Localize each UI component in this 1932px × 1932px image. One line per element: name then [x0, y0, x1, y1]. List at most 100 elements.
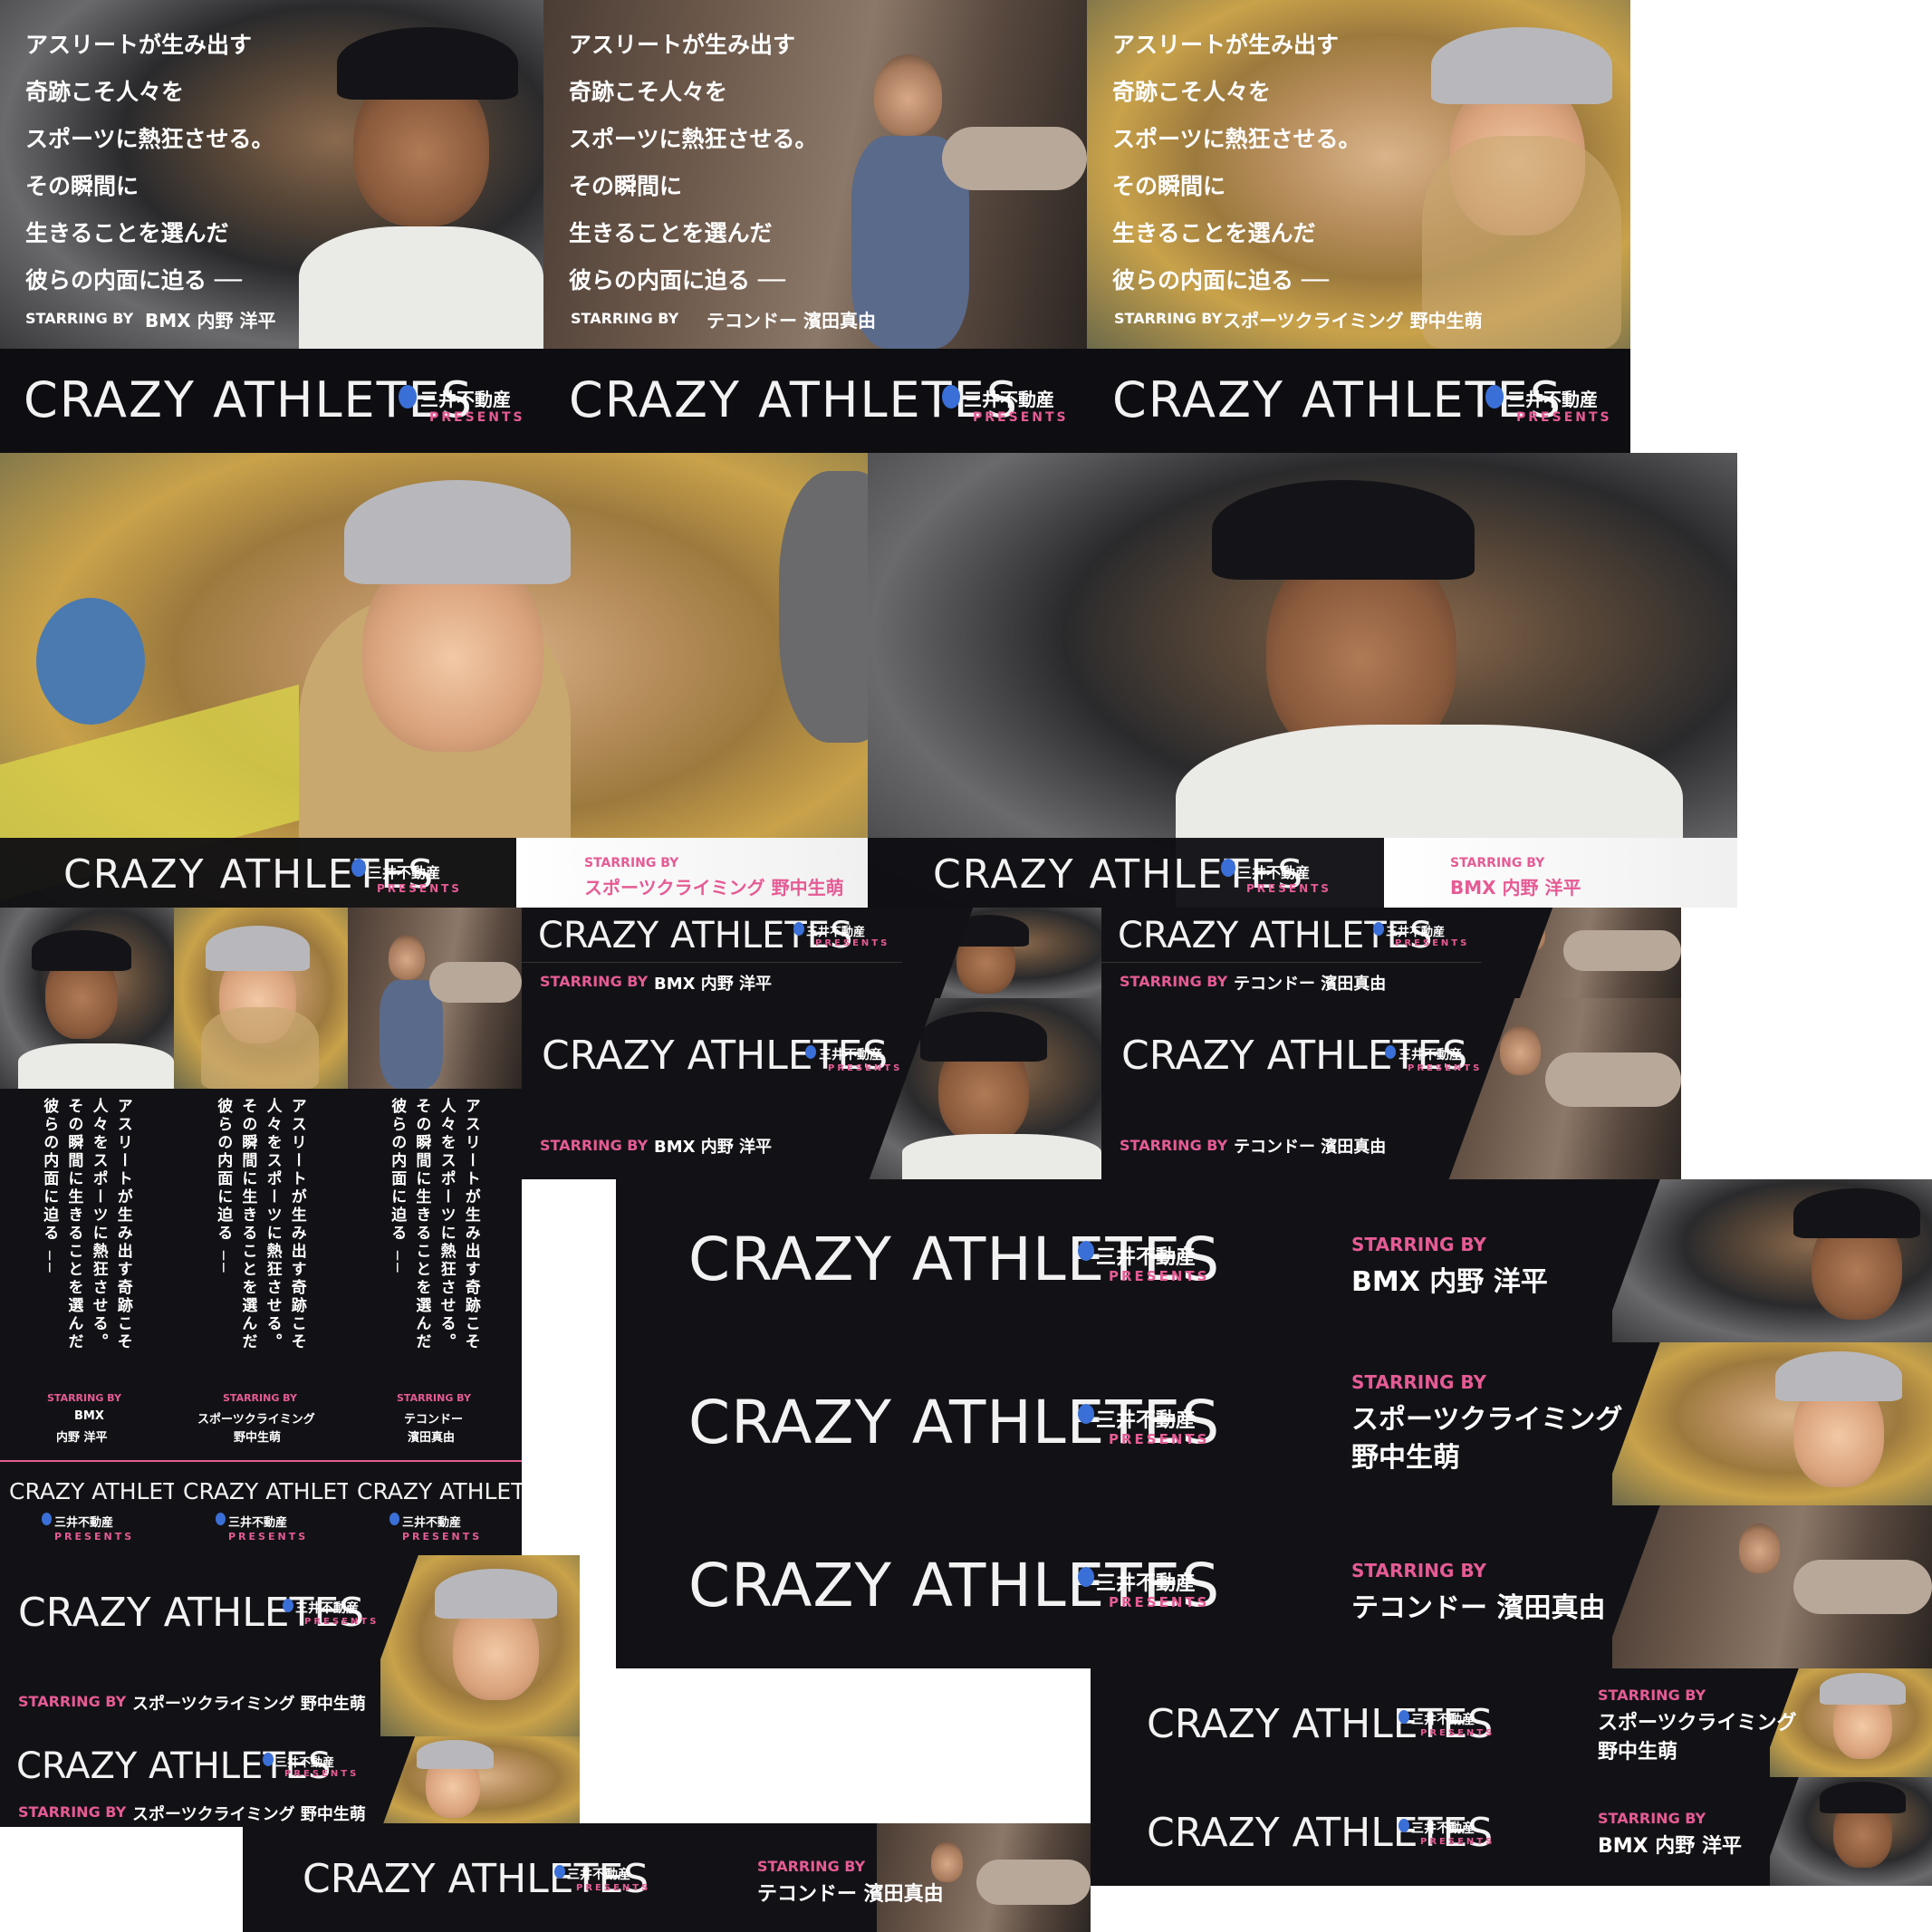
sponsor-name: 三井不動産 [420, 389, 511, 410]
square-banner-tkd[interactable]: アスリートが生み出す 奇跡こそ人々を スポーツに熱狂させる。 その瞬間に 生きる… [543, 0, 1087, 453]
sponsor-mark-icon [1078, 1404, 1094, 1424]
sponsor-name: 三井不動産 [819, 1048, 882, 1062]
sponsor-name: 三井不動産 [228, 1516, 288, 1530]
mid-banner-tkd[interactable]: CRAZY ATHLETES 三井不動産 PRESENTS STARRING B… [1101, 998, 1681, 1179]
small-banner-tkd-1[interactable]: CRAZY ATHLETES 三井不動産 PRESENTS STARRING B… [1101, 908, 1681, 998]
athlete-name: 野中生萌 [234, 1431, 282, 1445]
sponsor-name: 三井不動産 [275, 1756, 335, 1770]
logo-crazy-athletes: CRAZY ATHLETES [1147, 1701, 1494, 1747]
copy-line-4: その瞬間に [1112, 173, 1226, 199]
logo-band [543, 349, 1087, 453]
wide-banner-climb[interactable]: CRAZY ATHLETES 三井不動産 PRESENTS STARRING B… [0, 453, 868, 908]
sponsor-name: 三井不動産 [1386, 926, 1446, 939]
tall-banner-bmx[interactable]: アスリートが生み出す奇跡こそ 人々をスポーツに熱狂させる。 その瞬間に生きること… [0, 908, 174, 1555]
cap [1775, 1351, 1902, 1401]
tall-banner-climb[interactable]: アスリートが生み出す奇跡こそ 人々をスポーツに熱狂させる。 その瞬間に生きること… [174, 908, 348, 1555]
sponsor-mark-icon [793, 922, 804, 936]
presents-label: PRESENTS [228, 1531, 309, 1543]
logo-crazy-athletes: CRAZY ATHLETES [688, 1388, 1221, 1457]
cap [417, 1740, 494, 1769]
sponsor-name: 三井不動産 [1399, 1048, 1462, 1062]
mid-banner-bmx[interactable]: CRAZY ATHLETES 三井不動産 PRESENTS STARRING B… [522, 998, 1101, 1179]
athlete-name: 野中生萌 [1598, 1741, 1678, 1764]
logo-crazy-athletes: CRAZY ATHLETES [1147, 1810, 1494, 1856]
athlete-leg [942, 127, 1087, 190]
presents-label: PRESENTS [828, 1063, 903, 1073]
cap [337, 27, 518, 100]
climbing-hold [779, 471, 868, 743]
wide-banner-bmx[interactable]: CRAZY ATHLETES 三井不動産 PRESENTS STARRING B… [868, 453, 1737, 908]
starring-label: STARRING BY [540, 1137, 649, 1154]
athlete-photo-climb [380, 1555, 580, 1736]
starring-label: STARRING BY [1351, 1371, 1486, 1393]
logo-crazy-athletes: CRAZY ATHLETES [933, 851, 1305, 898]
hair [201, 1007, 319, 1089]
copy-line-4: その瞬間に [25, 173, 139, 199]
athlete-leg [976, 1860, 1091, 1905]
starring-label: STARRING BY [18, 1803, 127, 1821]
athlete-photo-bmx [0, 908, 174, 1089]
starring-label: STARRING BY [757, 1858, 866, 1875]
sponsor-name: 三井不動産 [54, 1516, 114, 1530]
logo-crazy-athletes: CRAZY ATHLETES [538, 915, 853, 956]
tall-banner-tkd[interactable]: アスリートが生み出す奇跡こそ 人々をスポーツに熱狂させる。 その瞬間に生きること… [348, 908, 522, 1555]
sponsor-name: 三井不動産 [567, 1868, 630, 1882]
copy-line-2: 奇跡こそ人々を [25, 79, 185, 105]
athlete-photo-tkd [1612, 1505, 1932, 1668]
sponsor-name: 三井不動産 [402, 1516, 462, 1530]
athlete-name: BMX 内野 洋平 [1351, 1266, 1548, 1298]
leaderboard-climb[interactable]: CRAZY ATHLETES 三井不動産 PRESENTS STARRING B… [616, 1342, 1932, 1505]
starring-label: STARRING BY [18, 1693, 127, 1710]
logo-crazy-athletes: CRAZY ATHLETES [183, 1478, 348, 1504]
starring-label: STARRING BY [1120, 1137, 1228, 1154]
divider [522, 962, 902, 963]
sponsor-mark-icon [805, 1045, 816, 1059]
copy-line-1: アスリートが生み出す [25, 32, 253, 58]
sponsor-mark-icon [263, 1753, 274, 1766]
presents-label: PRESENTS [1109, 1594, 1210, 1610]
presents-label: PRESENTS [815, 938, 890, 948]
athlete-name: テコンドー 濱田真由 [706, 310, 876, 332]
presents-label: PRESENTS [429, 410, 525, 425]
copy-line-2: 奇跡こそ人々を [569, 79, 728, 105]
copy-col-4: 彼らの内面に迫る ── [214, 1098, 233, 1275]
divider [174, 1460, 348, 1462]
small-banner-tkd-2[interactable]: CRAZY ATHLETES 三井不動産 PRESENTS STARRING B… [243, 1823, 1091, 1932]
small-banner-climb-1[interactable]: CRAZY ATHLETES 三井不動産 PRESENTS STARRING B… [0, 1555, 580, 1736]
athlete-photo-bmx [1770, 1777, 1932, 1886]
presents-label: PRESENTS [1516, 410, 1612, 425]
name-band [516, 838, 868, 908]
sponsor-name: 三井不動産 [1237, 864, 1311, 881]
starring-label: STARRING BY [1598, 1810, 1706, 1827]
square-banner-bmx[interactable]: アスリートが生み出す 奇跡こそ人々を スポーツに熱狂させる。 その瞬間に 生きる… [0, 0, 543, 453]
leaderboard-tkd[interactable]: CRAZY ATHLETES 三井不動産 PRESENTS STARRING B… [616, 1505, 1932, 1668]
athlete-photo-tkd [543, 0, 1087, 349]
athlete-body [380, 980, 443, 1089]
small-banner-climb-3[interactable]: CRAZY ATHLETES 三井不動産 PRESENTS STARRING B… [1091, 1668, 1932, 1777]
sponsor-name: 三井不動産 [1096, 1246, 1197, 1269]
cap [1820, 1673, 1906, 1705]
copy-line-3: スポーツに熱狂させる。 [569, 126, 818, 152]
small-banner-bmx-1[interactable]: CRAZY ATHLETES 三井不動産 PRESENTS STARRING B… [522, 908, 1101, 998]
presents-label: PRESENTS [1109, 1431, 1210, 1447]
sponsor-mark-icon [1078, 1241, 1094, 1261]
copy-vertical: アスリートが生み出す奇跡こそ 人々をスポーツに熱狂させる。 その瞬間に生きること… [210, 1098, 309, 1478]
copy-line-6: 彼らの内面に迫る ── [1112, 267, 1329, 293]
logo-crazy-athletes: CRAZY ATHLETES [9, 1478, 174, 1504]
small-banner-climb-2[interactable]: CRAZY ATHLETES 三井不動産 PRESENTS STARRING B… [0, 1736, 580, 1827]
presents-label: PRESENTS [1395, 938, 1470, 948]
athlete-sport: スポーツクライミング [1598, 1712, 1797, 1735]
copy-col-3: その瞬間に生きることを選んだ [64, 1098, 83, 1351]
leaderboard-bmx[interactable]: CRAZY ATHLETES 三井不動産 PRESENTS STARRING B… [616, 1179, 1932, 1342]
athlete-name: スポーツクライミング 野中生萌 [132, 1695, 366, 1714]
shirt [18, 1043, 174, 1089]
starring-label: STARRING BY [571, 310, 679, 327]
hair [1422, 136, 1621, 349]
sponsor-mark-icon [554, 1865, 565, 1879]
athlete-name: スポーツクライミング 野中生萌 [584, 877, 844, 899]
copy-col-3: その瞬間に生きることを選んだ [412, 1098, 431, 1351]
shirt [902, 1134, 1101, 1179]
square-banner-climb[interactable]: アスリートが生み出す 奇跡こそ人々を スポーツに熱狂させる。 その瞬間に 生きる… [1087, 0, 1630, 453]
sponsor-mark-icon [389, 1513, 399, 1525]
small-banner-bmx-2[interactable]: CRAZY ATHLETES 三井不動産 PRESENTS STARRING B… [1091, 1777, 1932, 1886]
